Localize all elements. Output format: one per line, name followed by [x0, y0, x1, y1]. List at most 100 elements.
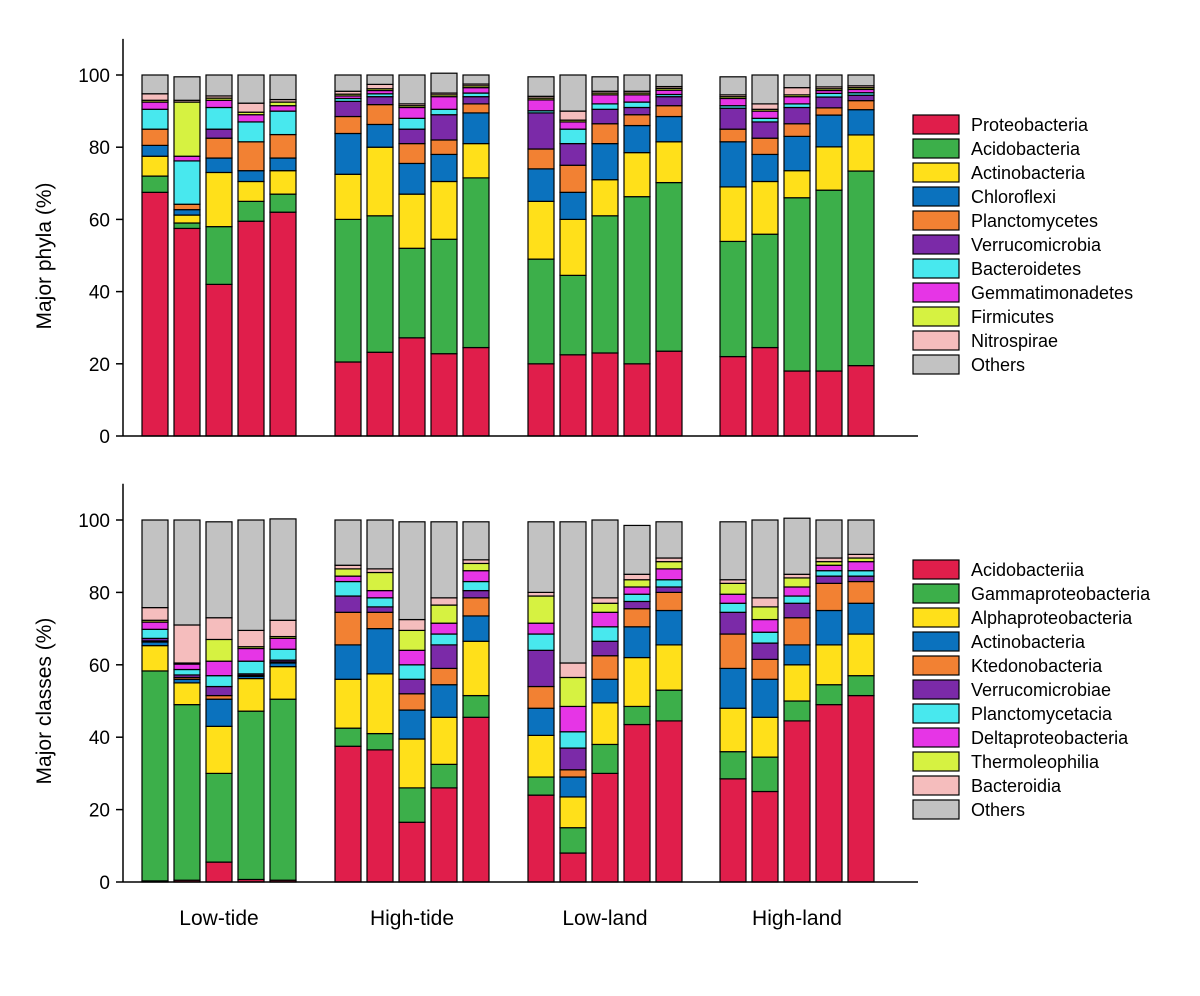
phyla-bar-high-land-4-acidobacteria [815, 189, 843, 372]
classes-bar-low-tide-3-acidobacteriia [205, 861, 233, 883]
phyla-bar-high-land-5-acidobacteria [847, 170, 875, 367]
phyla-bar-low-land-3-acidobacteria [591, 215, 619, 354]
classes-bar-high-land-3-acidobacteriia [783, 720, 811, 883]
classes-bar-low-land-5-deltaproteobacteria [655, 568, 683, 581]
classes-bar-high-tide-4-acidobacteriia [430, 787, 458, 883]
phyla-legend-label-verrucomicrobia: Verrucomicrobia [971, 235, 1102, 255]
phyla-bar-low-land-4-verrucomicrobia [623, 106, 651, 116]
classes-bar-high-tide-1-gammaproteobacteria [334, 727, 362, 747]
phyla-bar-high-tide-5-acidobacteria [462, 177, 490, 349]
phyla-bar-high-land-4-proteobacteria [815, 370, 843, 437]
classes-legend-swatch-planctomycetacia [912, 703, 960, 724]
phyla-bar-low-tide-4-proteobacteria [237, 220, 265, 437]
classes-bar-low-land-1-verrucomicrobiae [527, 649, 555, 688]
classes-bar-low-tide-1-others [141, 519, 169, 609]
phyla-bar-high-tide-3-others [398, 74, 426, 105]
phyla-bar-low-tide-2-planctomycetes [173, 203, 201, 211]
classes-bar-high-land-5-verrucomicrobiae [847, 575, 875, 583]
phyla-bar-high-tide-2-planctomycetes [366, 103, 394, 126]
phyla-bar-low-land-2-acidobacteria [559, 274, 587, 356]
phyla-bar-high-land-4-actinobacteria [815, 146, 843, 191]
phyla-bar-high-land-2-actinobacteria [751, 180, 779, 235]
phyla-bar-high-tide-2-chloroflexi [366, 123, 394, 148]
phyla-bar-high-tide-1-proteobacteria [334, 361, 362, 437]
classes-bar-high-land-1-verrucomicrobiae [719, 611, 747, 635]
phyla-bar-low-tide-5-planctomycetes [269, 133, 297, 159]
classes-bar-high-land-5-alphaproteobacteria [847, 633, 875, 677]
classes-bar-high-tide-5-planctomycetacia [462, 580, 490, 592]
classes-bar-high-tide-1-thermoleophilia [334, 568, 362, 577]
classes-bar-low-land-1-acidobacteriia [527, 794, 555, 883]
phyla-bar-low-land-2-proteobacteria [559, 354, 587, 437]
phyla-bar-low-land-3-verrucomicrobia [591, 108, 619, 125]
classes-bar-low-tide-3-verrucomicrobiae [205, 685, 233, 697]
classes-bars [141, 517, 875, 883]
phyla-bar-high-tide-2-verrucomicrobia [366, 96, 394, 106]
classes-bar-high-land-4-ktedonobacteria [815, 582, 843, 612]
phyla-legend-label-firmicutes: Firmicutes [971, 307, 1054, 327]
classes-bar-low-land-3-actinobacteria [591, 678, 619, 704]
classes-bar-low-tide-5-deltaproteobacteria [269, 637, 297, 650]
phyla-bar-low-tide-1-chloroflexi [141, 144, 169, 157]
phyla-bar-low-tide-5-acidobacteria [269, 193, 297, 213]
classes-bar-high-land-2-gammaproteobacteria [751, 756, 779, 793]
phyla-bar-low-tide-4-gemmatimonadetes [237, 114, 265, 123]
phyla-bar-high-land-4-others [815, 74, 843, 88]
classes-bar-low-land-5-acidobacteriia [655, 720, 683, 883]
phyla-bar-low-tide-3-actinobacteria [205, 171, 233, 228]
phyla-bar-low-land-5-chloroflexi [655, 115, 683, 143]
phyla-bar-low-land-1-gemmatimonadetes [527, 99, 555, 112]
classes-bar-high-land-2-alphaproteobacteria [751, 716, 779, 758]
classes-bar-high-tide-2-thermoleophilia [366, 571, 394, 592]
phyla-bar-high-land-5-verrucomicrobia [847, 94, 875, 102]
phyla-bar-low-land-2-gemmatimonadetes [559, 121, 587, 130]
classes-bar-high-tide-1-deltaproteobacteria [334, 575, 362, 583]
phyla-bar-low-land-3-proteobacteria [591, 352, 619, 437]
phyla-bar-low-land-1-others [527, 76, 555, 97]
phyla-bar-high-land-2-nitrospirae [751, 103, 779, 110]
classes-bar-low-land-2-deltaproteobacteria [559, 705, 587, 733]
classes-bar-low-tide-4-gammaproteobacteria [237, 710, 265, 881]
classes-bar-low-land-1-gammaproteobacteria [527, 776, 555, 796]
classes-bar-high-land-5-planctomycetacia [847, 570, 875, 577]
classes-legend-label-actinobacteria: Actinobacteria [971, 632, 1086, 652]
classes-bar-low-land-3-verrucomicrobiae [591, 640, 619, 657]
phyla-bar-low-land-2-nitrospirae [559, 110, 587, 121]
classes-bar-low-land-2-alphaproteobacteria [559, 796, 587, 829]
phyla-bar-high-tide-3-proteobacteria [398, 337, 426, 437]
classes-bar-low-land-3-deltaproteobacteria [591, 611, 619, 628]
classes-bar-high-tide-3-alphaproteobacteria [398, 738, 426, 789]
classes-bar-high-tide-3-bacteroidia [398, 618, 426, 632]
classes-bar-low-tide-2-bacteroidia [173, 624, 201, 664]
phyla-legend-label-acidobacteria: Acidobacteria [971, 139, 1081, 159]
phyla-bar-low-tide-2-firmicutes [173, 101, 201, 157]
phyla-bar-low-land-2-planctomycetes [559, 164, 587, 193]
classes-bar-low-tide-2-deltaproteobacteria [173, 663, 201, 671]
classes-y-tick-label-60: 60 [89, 656, 110, 677]
phyla-bar-low-tide-3-bacteroidetes [205, 106, 233, 130]
phyla-bar-high-tide-3-verrucomicrobia [398, 128, 426, 145]
classes-bar-low-tide-5-others [269, 518, 297, 621]
classes-legend-label-bacteroidia: Bacteroidia [971, 776, 1062, 796]
phyla-bar-high-tide-5-actinobacteria [462, 142, 490, 179]
phyla-bar-high-land-2-verrucomicrobia [751, 121, 779, 139]
classes-bar-low-land-1-planctomycetacia [527, 633, 555, 651]
phyla-bar-low-tide-2-acidobacteria [173, 222, 201, 230]
phyla-bar-high-land-5-chloroflexi [847, 109, 875, 136]
classes-y-tick-label-40: 40 [89, 728, 110, 749]
phyla-bar-low-land-4-gemmatimonadetes [623, 94, 651, 103]
classes-bar-high-tide-5-ktedonobacteria [462, 597, 490, 617]
classes-bar-high-tide-4-gammaproteobacteria [430, 763, 458, 789]
classes-bar-low-land-5-thermoleophilia [655, 561, 683, 570]
phyla-bar-high-tide-5-gemmatimonadetes [462, 87, 490, 94]
phyla-bar-low-tide-1-actinobacteria [141, 155, 169, 177]
phyla-bar-low-land-5-verrucomicrobia [655, 96, 683, 107]
classes-legend-label-planctomycetacia: Planctomycetacia [971, 704, 1113, 724]
classes-bar-high-tide-5-actinobacteria [462, 615, 490, 642]
classes-bar-high-land-3-ktedonobacteria [783, 617, 811, 646]
phyla-bar-low-land-3-actinobacteria [591, 179, 619, 217]
classes-legend-swatch-bacteroidia [912, 775, 960, 796]
phyla-bars [141, 72, 875, 437]
phyla-bar-high-tide-5-proteobacteria [462, 346, 490, 437]
classes-bar-high-tide-1-others [334, 519, 362, 566]
